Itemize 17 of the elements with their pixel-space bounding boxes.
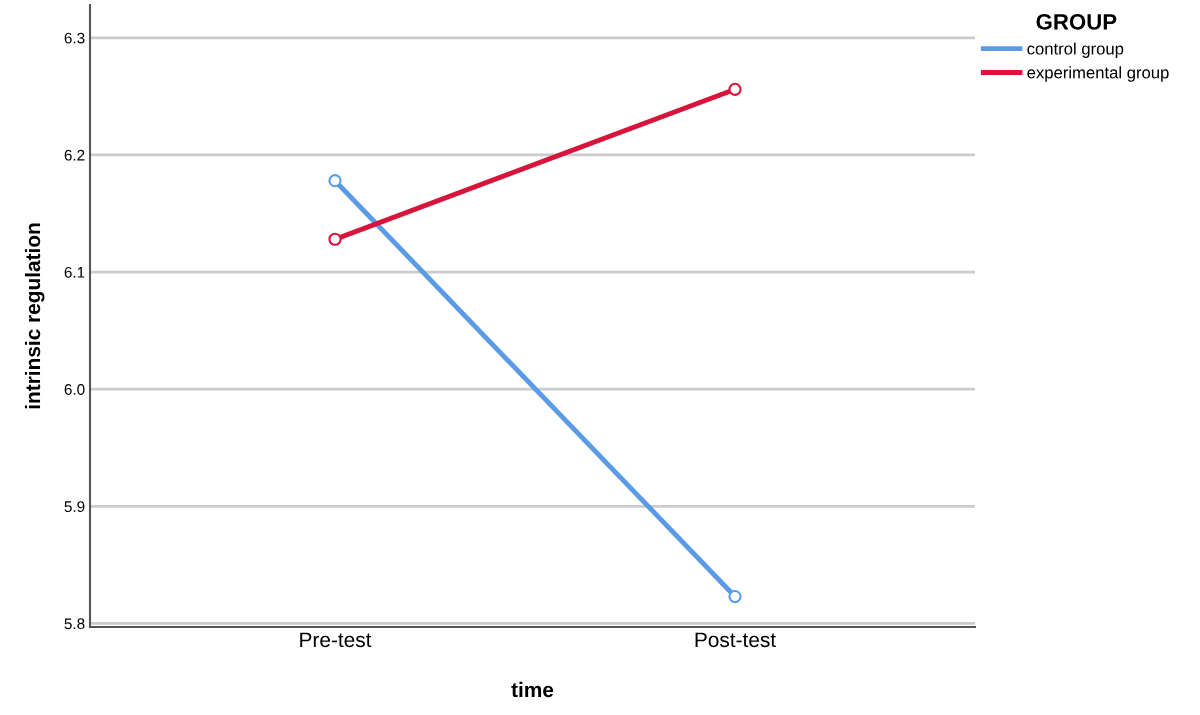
y-tick-label: 6.1 <box>64 266 85 278</box>
y-tick-label: 5.9 <box>64 501 85 513</box>
y-tick-label: 5.8 <box>64 618 85 630</box>
point <box>728 82 742 96</box>
x-tick-label: Post-test <box>695 632 776 648</box>
point <box>328 232 342 246</box>
x-axis-title: time <box>511 681 554 698</box>
legend-label: experimental group <box>1027 66 1169 82</box>
point <box>328 174 342 188</box>
y-axis-title: intrinsic regulation <box>24 223 45 409</box>
y-tick-label: 6.0 <box>64 384 85 395</box>
point <box>728 589 742 604</box>
x-tick-label: Pre-test <box>300 632 372 648</box>
y-tick-label: 6.3 <box>64 32 85 44</box>
y-tick-label: 6.2 <box>64 149 85 161</box>
legend-label: control group <box>1027 42 1124 58</box>
legend-title: GROUP <box>1036 13 1117 30</box>
